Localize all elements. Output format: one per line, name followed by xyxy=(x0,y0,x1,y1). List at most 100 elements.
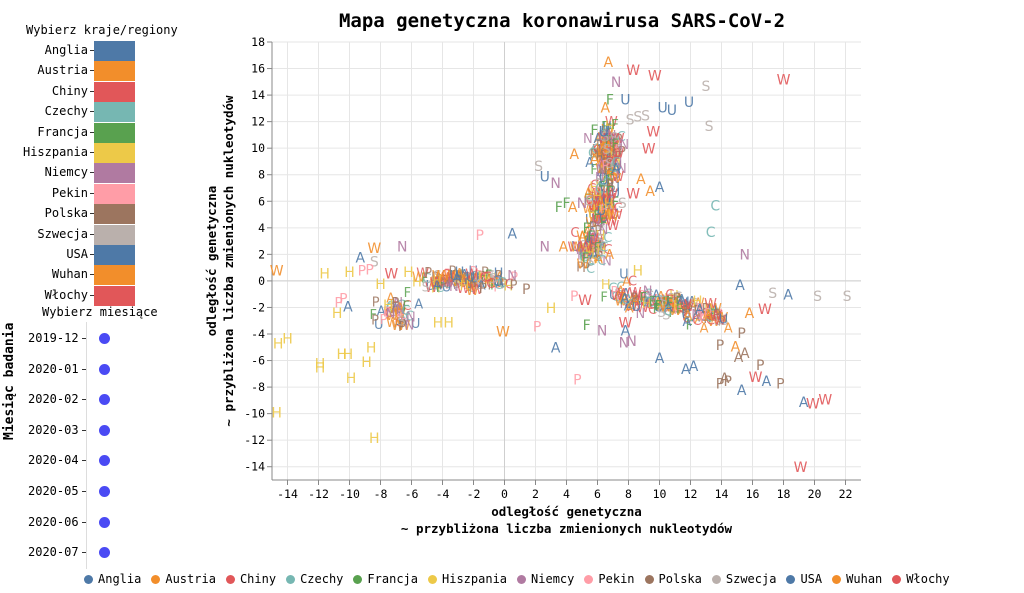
month-option[interactable]: 2020-07 xyxy=(22,543,126,563)
data-point-marker: C xyxy=(609,161,618,176)
legend-item[interactable]: Polska xyxy=(644,572,702,586)
legend-item[interactable]: Czechy xyxy=(286,572,343,586)
data-point-marker: P xyxy=(607,148,615,163)
data-point-marker: F xyxy=(590,123,598,139)
region-option[interactable]: Niemcy xyxy=(10,163,135,184)
data-point-marker: P xyxy=(599,203,607,218)
month-option[interactable]: 2020-06 xyxy=(22,513,126,533)
data-point-marker: S xyxy=(580,239,588,254)
x-tick-label: 20 xyxy=(808,487,822,501)
data-point-marker: U xyxy=(679,296,689,311)
region-option[interactable]: Pekin xyxy=(10,183,135,204)
legend-item[interactable]: Hiszpania xyxy=(428,572,507,586)
data-point-marker: C xyxy=(607,150,616,165)
data-point-marker: U xyxy=(571,240,581,255)
month-selector-dot[interactable] xyxy=(99,333,110,344)
legend-item[interactable]: Anglia xyxy=(84,572,141,586)
month-selector-dot[interactable] xyxy=(99,363,110,375)
month-selector-dot[interactable] xyxy=(99,547,110,559)
region-option[interactable]: Anglia xyxy=(10,41,135,61)
region-option[interactable]: Wuhan xyxy=(10,265,135,286)
data-point-marker: A xyxy=(559,240,569,256)
data-point-marker: U xyxy=(598,143,608,158)
region-color-swatch[interactable] xyxy=(94,265,135,286)
region-color-swatch[interactable] xyxy=(94,183,135,204)
month-selector-dot[interactable] xyxy=(99,486,110,497)
region-color-swatch[interactable] xyxy=(94,245,135,265)
region-color-swatch[interactable] xyxy=(94,102,135,123)
region-option[interactable]: Austria xyxy=(10,61,135,82)
region-color-swatch[interactable] xyxy=(94,224,135,245)
data-point-marker: W xyxy=(601,127,614,142)
data-point-marker: A xyxy=(585,242,594,257)
month-selector-dot[interactable] xyxy=(99,424,110,436)
region-color-swatch[interactable] xyxy=(94,41,135,61)
data-point-marker: A xyxy=(663,297,672,312)
data-point-marker: H xyxy=(585,235,595,250)
month-option[interactable]: 2019-12 xyxy=(22,329,126,349)
legend-item[interactable]: Włochy xyxy=(892,572,950,586)
region-option[interactable]: Francja xyxy=(10,122,135,143)
data-point-marker: F xyxy=(441,274,448,289)
data-point-marker: W xyxy=(604,132,617,147)
month-selector-dot[interactable] xyxy=(99,455,110,467)
data-point-marker: A xyxy=(452,271,461,286)
data-point-marker: H xyxy=(605,119,615,134)
data-point-marker: W xyxy=(470,283,483,298)
region-option[interactable]: USA xyxy=(10,245,135,265)
region-option[interactable]: Polska xyxy=(10,204,135,225)
data-point-marker: P xyxy=(697,310,705,325)
legend-item[interactable]: Niemcy xyxy=(517,572,574,586)
region-color-swatch[interactable] xyxy=(94,163,135,184)
region-color-swatch[interactable] xyxy=(94,81,135,102)
data-point-marker: A xyxy=(602,170,611,185)
legend-item[interactable]: Wuhan xyxy=(832,572,882,586)
data-point-marker: U xyxy=(599,174,609,189)
data-point-marker: P xyxy=(599,164,607,179)
region-color-swatch[interactable] xyxy=(94,61,135,82)
x-tick-label: 10 xyxy=(653,487,667,501)
data-point-marker: P xyxy=(776,376,784,392)
legend-item[interactable]: Austria xyxy=(151,572,216,586)
data-point-marker: W xyxy=(443,269,456,284)
legend-item[interactable]: Szwecja xyxy=(711,572,776,586)
month-selector-dot[interactable] xyxy=(99,516,110,528)
data-point-marker: P xyxy=(607,184,615,199)
legend-item[interactable]: Chiny xyxy=(225,572,276,586)
region-option[interactable]: Czechy xyxy=(10,102,135,123)
data-point-marker: W xyxy=(605,115,618,130)
region-option[interactable]: Hiszpania xyxy=(10,143,135,163)
region-color-swatch[interactable] xyxy=(94,204,135,225)
month-selector-dot[interactable] xyxy=(99,394,110,406)
legend-dot xyxy=(151,574,161,584)
month-option[interactable]: 2020-03 xyxy=(22,421,126,441)
region-color-swatch[interactable] xyxy=(94,122,135,143)
month-option[interactable]: 2020-02 xyxy=(22,390,126,410)
data-point-marker: W xyxy=(679,299,692,314)
data-point-marker: P xyxy=(615,292,623,307)
data-point-marker: A xyxy=(606,164,615,179)
region-option[interactable]: Chiny xyxy=(10,81,135,102)
data-point-marker: P xyxy=(609,203,617,218)
data-point-marker: S xyxy=(626,112,635,128)
month-option[interactable]: 2020-01 xyxy=(22,360,126,380)
month-option[interactable]: 2020-05 xyxy=(22,482,126,502)
legend-item[interactable]: Francja xyxy=(353,572,418,586)
region-option[interactable]: Włochy xyxy=(10,285,135,306)
region-color-swatch[interactable] xyxy=(94,285,135,306)
data-point-marker: C xyxy=(446,272,455,287)
data-point-marker: C xyxy=(433,275,442,290)
data-point-marker: A xyxy=(414,298,423,313)
data-point-marker: S xyxy=(605,146,613,161)
data-point-marker: H xyxy=(589,180,599,195)
data-point-marker: W xyxy=(442,276,455,291)
region-color-swatch[interactable] xyxy=(94,143,135,163)
data-point-marker: A xyxy=(612,162,621,177)
legend-item[interactable]: Pekin xyxy=(584,572,635,586)
data-point-marker: H xyxy=(460,279,470,294)
legend-item[interactable]: USA xyxy=(786,572,822,586)
data-point-marker: P xyxy=(592,240,600,255)
region-option[interactable]: Szwecja xyxy=(10,224,135,245)
data-point-marker: N xyxy=(604,137,614,152)
month-option[interactable]: 2020-04 xyxy=(22,451,126,471)
